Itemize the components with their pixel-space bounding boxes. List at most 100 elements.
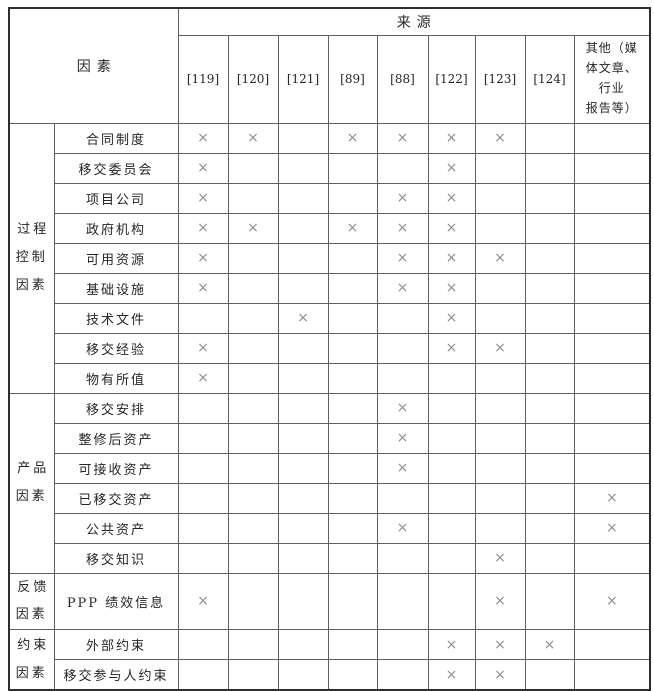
mark-cell-x: × [327,212,378,244]
mark-cell-x: × [427,242,476,274]
factor-label: 技术文件 [53,302,179,334]
mark-cell-x: × [177,572,229,631]
mark-cell-empty [227,182,279,214]
mark-cell-empty [524,332,575,364]
mark-cell-empty [524,452,575,484]
mark-cell-empty [277,629,329,661]
mark-cell-x: × [427,629,476,661]
header-source-5: [88] [376,34,429,124]
source-citations-row: [119] [120] [121] [89] [88] [122] [123] [124] 其他… [9,34,651,124]
mark-cell-empty [573,212,651,244]
mark-cell-x: × [573,512,651,544]
mark-cell-empty [573,659,651,691]
mark-cell-empty [376,629,429,661]
mark-cell-empty [277,122,329,154]
mark-cell-empty [524,512,575,544]
mark-cell-x: × [474,122,526,154]
mark-cell-empty [573,272,651,304]
mark-cell-empty [427,572,476,631]
mark-cell-empty [327,332,378,364]
mark-cell-x: × [427,272,476,304]
mark-cell-x: × [376,272,429,304]
table-header: 因素 来源 [119] [120] [121] [89] [88] [122] [123][… [8,7,651,124]
table-row: 可接收资产 × [9,452,651,484]
mark-cell-x: × [177,272,229,304]
mark-cell-empty [427,422,476,454]
mark-cell-x: × [376,422,429,454]
mark-cell-empty [277,482,329,514]
mark-cell-empty [327,452,378,484]
table-row: 约束 因素 外部约束 × × × [8,629,651,691]
mark-cell-empty [376,482,429,514]
mark-cell-empty [277,272,329,304]
mark-cell-empty [327,572,378,631]
mark-cell-empty [573,422,651,454]
factor-label: 可用资源 [53,242,179,274]
factor-label: 移交安排 [53,392,179,424]
mark-cell-x: × [277,302,329,334]
factor-label: 已移交资产 [53,482,179,514]
mark-cell-empty [327,182,378,214]
mark-cell-empty [474,362,526,394]
table-row: 产品 因素 移交安排 × [8,392,651,574]
table-body: 过程 控制 因素 合同制度 × × × × × × 移交委员会 × × 项目公司 × × × 政府机构 × × × ×… [8,122,651,691]
mark-cell-empty [177,452,229,484]
header-factor: 因素 [8,7,179,124]
mark-cell-empty [427,542,476,574]
mark-cell-empty [524,302,575,334]
mark-cell-empty [327,629,378,661]
mark-cell-empty [573,182,651,214]
mark-cell-empty [474,392,526,424]
factor-label: 物有所值 [53,362,179,394]
mark-cell-empty [277,659,329,691]
mark-cell-empty [277,362,329,394]
mark-cell-x: × [177,182,229,214]
mark-cell-x: × [573,482,651,514]
mark-cell-empty [524,122,575,154]
mark-cell-empty [327,422,378,454]
mark-cell-empty [524,542,575,574]
mark-cell-x: × [376,392,429,424]
mark-cell-x: × [573,572,651,631]
table-row: 项目公司 × × × [9,182,651,214]
mark-cell-empty [474,272,526,304]
mark-cell-empty [227,629,279,661]
header-source-3: [121] [277,34,329,124]
group-label: 约束 因素 [8,629,55,691]
mark-cell-empty [474,422,526,454]
table-row: 可用资源 × × × × [9,242,651,274]
table-row: 公共资产 × × [9,512,651,544]
mark-cell-x: × [376,242,429,274]
mark-cell-x: × [524,629,575,661]
mark-cell-x: × [427,302,476,334]
mark-cell-empty [524,572,575,631]
table-row: 基础设施 × × × [9,272,651,304]
mark-cell-x: × [227,122,279,154]
mark-cell-x: × [474,332,526,364]
mark-cell-empty [277,512,329,544]
mark-cell-empty [277,332,329,364]
mark-cell-empty [573,629,651,661]
table-row: 移交知识 × [9,542,651,574]
mark-cell-x: × [376,122,429,154]
mark-cell-empty [327,302,378,334]
mark-cell-empty [474,302,526,334]
mark-cell-empty [376,542,429,574]
header-source-2: [120] [227,34,279,124]
mark-cell-x: × [474,572,526,631]
mark-cell-empty [427,362,476,394]
mark-cell-empty [474,152,526,184]
factor-label: 整修后资产 [53,422,179,454]
mark-cell-x: × [474,659,526,691]
mark-cell-x: × [376,512,429,544]
mark-cell-empty [177,542,229,574]
mark-cell-empty [573,242,651,274]
mark-cell-empty [227,392,279,424]
mark-cell-empty [227,512,279,544]
mark-cell-empty [427,482,476,514]
mark-cell-empty [277,242,329,274]
table-row: 移交经验 × × × [9,332,651,364]
mark-cell-empty [427,452,476,484]
group-label: 反馈 因素 [8,572,55,631]
factor-label: 外部约束 [53,629,179,661]
